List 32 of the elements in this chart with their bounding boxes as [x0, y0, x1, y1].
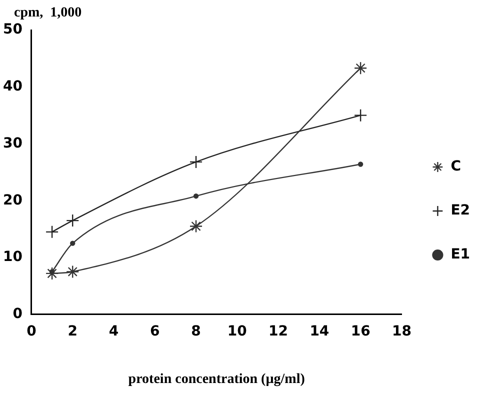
point: [354, 62, 368, 75]
x-tick-label: 2: [68, 323, 78, 340]
point: [354, 108, 368, 122]
legend-label: C: [450, 158, 461, 175]
y-tick-label: 40: [3, 78, 23, 95]
x-tick-label: 12: [268, 323, 288, 340]
point: [189, 155, 203, 169]
x-tick-label: 4: [108, 323, 119, 340]
x-tick-label: 18: [392, 323, 412, 340]
point: [66, 265, 80, 278]
y-tick-label: 0: [12, 306, 23, 322]
x-axis-title: protein concentration (µg/ml): [128, 372, 306, 388]
y-tick-label: 20: [3, 192, 23, 208]
legend-label: E1: [450, 246, 470, 263]
x-tick-label: 8: [191, 323, 201, 340]
x-tick-label: 10: [227, 323, 248, 340]
y-tick-label: 50: [3, 22, 23, 38]
legend-label: E2: [450, 202, 470, 219]
y-tick-label: 30: [3, 135, 23, 152]
point: [66, 214, 80, 228]
x-tick-label: 0: [26, 323, 37, 340]
y-axis-title: cpm, 1,000: [14, 6, 82, 21]
point: [189, 220, 203, 233]
point: [45, 266, 59, 280]
x-tick-label: 14: [310, 323, 330, 340]
point: [358, 162, 364, 167]
x-tick-label: 6: [150, 323, 160, 340]
x-tick-label: 16: [350, 323, 370, 340]
point: [70, 240, 76, 246]
point: [45, 225, 59, 239]
y-tick-label: 10: [3, 249, 23, 266]
point: [193, 193, 199, 199]
